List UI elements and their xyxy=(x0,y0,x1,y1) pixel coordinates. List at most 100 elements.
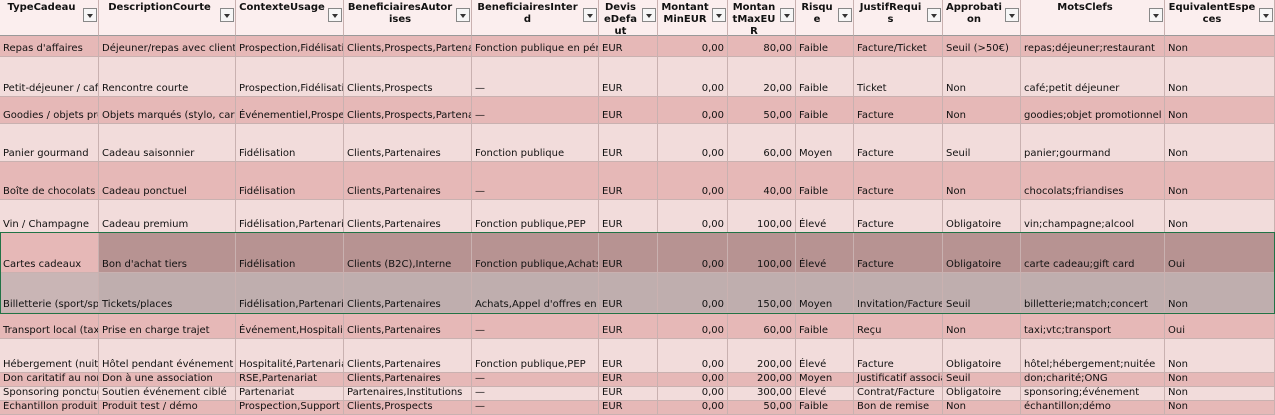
table-cell[interactable]: carte cadeau;gift card xyxy=(1021,233,1165,273)
table-cell[interactable]: Obligatoire xyxy=(943,200,1021,233)
table-cell[interactable]: café;petit déjeuner xyxy=(1021,57,1165,97)
table-cell[interactable]: Partenariat xyxy=(236,387,344,401)
table-cell[interactable]: 0,00 xyxy=(658,162,728,200)
table-cell[interactable]: sponsoring;événement xyxy=(1021,387,1165,401)
table-cell[interactable]: Événementiel,Prospec xyxy=(236,97,344,124)
filter-dropdown[interactable] xyxy=(583,8,597,22)
table-cell[interactable]: Élevé xyxy=(796,387,854,401)
table-cell[interactable]: Non xyxy=(1165,401,1275,415)
table-cell[interactable]: — xyxy=(472,373,599,387)
table-cell[interactable]: Facture/Ticket xyxy=(854,36,943,57)
table-cell[interactable]: — xyxy=(472,57,599,97)
table-cell[interactable]: Événement,Hospitalité xyxy=(236,313,344,339)
table-cell[interactable]: 200,00 xyxy=(728,339,796,373)
table-cell[interactable]: 80,00 xyxy=(728,36,796,57)
table-cell[interactable]: Fonction publique,Achats,/ xyxy=(472,233,599,273)
table-cell[interactable]: Clients,Prospects,Partenai xyxy=(344,36,472,57)
table-cell[interactable]: Don caritatif au nom c xyxy=(0,373,99,387)
column-header[interactable]: BeneficiairesAutorises xyxy=(344,0,472,36)
table-cell[interactable]: Clients,Partenaires xyxy=(344,339,472,373)
table-cell[interactable]: EUR xyxy=(599,313,658,339)
filter-dropdown[interactable] xyxy=(642,8,656,22)
table-cell[interactable]: hôtel;hébergement;nuitée xyxy=(1021,339,1165,373)
table-cell[interactable]: taxi;vtc;transport xyxy=(1021,313,1165,339)
table-cell[interactable]: EUR xyxy=(599,97,658,124)
table-cell[interactable]: Prospection,Support xyxy=(236,401,344,415)
table-cell[interactable]: Produit test / démo xyxy=(99,401,236,415)
table-cell[interactable]: 0,00 xyxy=(658,273,728,313)
table-cell[interactable]: Prise en charge trajet xyxy=(99,313,236,339)
table-cell[interactable]: Fidélisation xyxy=(236,124,344,162)
table-cell[interactable]: Facture xyxy=(854,97,943,124)
table-cell[interactable]: Clients (B2C),Interne xyxy=(344,233,472,273)
table-cell[interactable]: Cadeau premium xyxy=(99,200,236,233)
table-cell[interactable]: Seuil xyxy=(943,124,1021,162)
table-cell[interactable]: — xyxy=(472,401,599,415)
filter-dropdown[interactable] xyxy=(220,8,234,22)
table-cell[interactable]: Justificatif associa xyxy=(854,373,943,387)
table-cell[interactable]: 100,00 xyxy=(728,233,796,273)
table-cell[interactable]: Clients,Partenaires xyxy=(344,200,472,233)
table-cell[interactable]: Hospitalité,Partenariat xyxy=(236,339,344,373)
table-cell[interactable]: échantillon;démo xyxy=(1021,401,1165,415)
table-cell[interactable]: Non xyxy=(943,401,1021,415)
table-cell[interactable]: Hébergement (nuitée xyxy=(0,339,99,373)
table-cell[interactable]: Clients,Prospects xyxy=(344,57,472,97)
table-cell[interactable]: Élevé xyxy=(796,339,854,373)
filter-dropdown[interactable] xyxy=(83,8,97,22)
table-cell[interactable]: 150,00 xyxy=(728,273,796,313)
table-cell[interactable]: Transport local (taxi/V xyxy=(0,313,99,339)
table-cell[interactable]: goodies;objet promotionnel xyxy=(1021,97,1165,124)
table-cell[interactable]: Non xyxy=(943,162,1021,200)
table-cell[interactable]: 50,00 xyxy=(728,401,796,415)
table-cell[interactable]: Cadeau saisonnier xyxy=(99,124,236,162)
table-cell[interactable]: Seuil xyxy=(943,273,1021,313)
table-cell[interactable]: 0,00 xyxy=(658,97,728,124)
table-cell[interactable]: Oui xyxy=(1165,233,1275,273)
table-cell[interactable]: Obligatoire xyxy=(943,387,1021,401)
table-cell[interactable]: chocolats;friandises xyxy=(1021,162,1165,200)
table-cell[interactable]: vin;champagne;alcool xyxy=(1021,200,1165,233)
table-cell[interactable]: Facture xyxy=(854,162,943,200)
table-cell[interactable]: 0,00 xyxy=(658,401,728,415)
table-cell[interactable]: Fonction publique en périod xyxy=(472,36,599,57)
filter-dropdown[interactable] xyxy=(780,8,794,22)
table-cell[interactable]: 0,00 xyxy=(658,387,728,401)
table-cell[interactable]: Oui xyxy=(1165,313,1275,339)
table-cell[interactable]: 60,00 xyxy=(728,313,796,339)
table-cell[interactable]: panier;gourmand xyxy=(1021,124,1165,162)
table-cell[interactable]: Obligatoire xyxy=(943,339,1021,373)
table-cell[interactable]: repas;déjeuner;restaurant xyxy=(1021,36,1165,57)
table-cell[interactable]: Repas d'affaires xyxy=(0,36,99,57)
table-cell[interactable]: EUR xyxy=(599,339,658,373)
table-cell[interactable]: Non xyxy=(1165,36,1275,57)
table-cell[interactable]: Non xyxy=(1165,97,1275,124)
table-cell[interactable]: EUR xyxy=(599,373,658,387)
table-cell[interactable]: Faible xyxy=(796,97,854,124)
column-header[interactable]: MotsClefs xyxy=(1021,0,1165,36)
table-cell[interactable]: Boîte de chocolats xyxy=(0,162,99,200)
table-cell[interactable]: Faible xyxy=(796,36,854,57)
table-cell[interactable]: Déjeuner/repas avec client xyxy=(99,36,236,57)
table-cell[interactable]: Fidélisation,Partenariat xyxy=(236,200,344,233)
table-cell[interactable]: Bon d'achat tiers xyxy=(99,233,236,273)
table-cell[interactable]: EUR xyxy=(599,36,658,57)
table-cell[interactable]: 0,00 xyxy=(658,373,728,387)
table-cell[interactable]: Ticket xyxy=(854,57,943,97)
table-cell[interactable]: 40,00 xyxy=(728,162,796,200)
filter-dropdown[interactable] xyxy=(927,8,941,22)
table-cell[interactable]: Fonction publique,PEP xyxy=(472,200,599,233)
table-cell[interactable]: Fidélisation,Partenariat xyxy=(236,273,344,313)
filter-dropdown[interactable] xyxy=(456,8,470,22)
column-header[interactable]: TypeCadeau xyxy=(0,0,99,36)
table-cell[interactable]: Non xyxy=(943,97,1021,124)
table-cell[interactable]: Clients,Prospects xyxy=(344,401,472,415)
table-cell[interactable]: billetterie;match;concert xyxy=(1021,273,1165,313)
table-cell[interactable]: Hôtel pendant événement xyxy=(99,339,236,373)
table-cell[interactable]: Panier gourmand xyxy=(0,124,99,162)
table-cell[interactable]: RSE,Partenariat xyxy=(236,373,344,387)
table-cell[interactable]: Non xyxy=(1165,200,1275,233)
table-cell[interactable]: Clients,Partenaires xyxy=(344,124,472,162)
column-header[interactable]: DescriptionCourte xyxy=(99,0,236,36)
table-cell[interactable]: EUR xyxy=(599,200,658,233)
